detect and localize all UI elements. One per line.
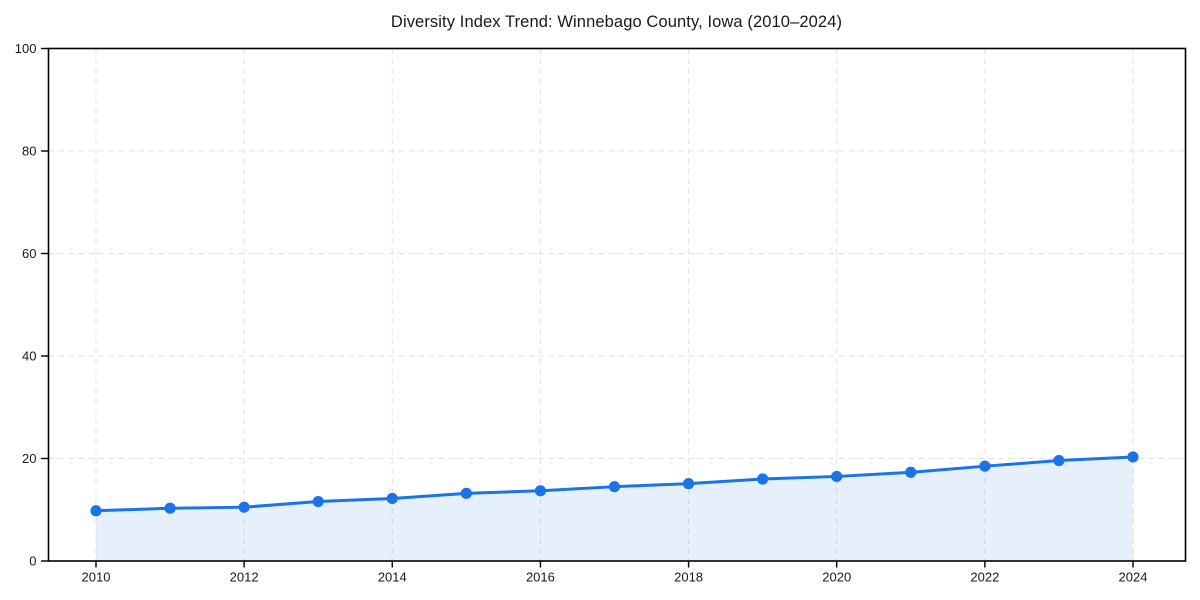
data-point xyxy=(90,505,102,517)
y-tick-label: 80 xyxy=(22,144,36,159)
data-point xyxy=(312,495,324,508)
data-point xyxy=(238,501,250,513)
data-point xyxy=(905,466,917,478)
data-point xyxy=(164,502,176,514)
data-point xyxy=(1053,454,1065,467)
x-tick-label: 2010 xyxy=(82,570,111,585)
data-point xyxy=(757,473,769,485)
x-tick-label: 2014 xyxy=(378,570,407,585)
x-tick-label: 2022 xyxy=(970,570,999,585)
chart-title: Diversity Index Trend: Winnebago County,… xyxy=(390,13,843,31)
x-tick-label: 2018 xyxy=(674,570,703,585)
data-point xyxy=(682,478,695,490)
y-tick-label: 0 xyxy=(29,554,36,569)
data-point xyxy=(979,460,991,472)
data-point xyxy=(1127,451,1139,463)
data-point xyxy=(608,481,621,493)
y-tick-label: 60 xyxy=(22,246,36,261)
data-point xyxy=(386,492,398,505)
x-tick-label: 2020 xyxy=(822,570,851,585)
data-point xyxy=(460,487,472,499)
y-tick-label: 20 xyxy=(22,451,36,466)
data-point xyxy=(831,470,843,483)
plot-border xyxy=(47,47,1187,562)
area-fill xyxy=(96,456,1133,561)
data-point xyxy=(534,485,547,497)
x-tick-label: 2024 xyxy=(1119,570,1148,585)
y-tick-label: 40 xyxy=(22,349,36,364)
x-tick-label: 2012 xyxy=(230,570,259,585)
x-tick-label: 2016 xyxy=(526,570,555,585)
y-tick-label: 100 xyxy=(15,41,37,56)
